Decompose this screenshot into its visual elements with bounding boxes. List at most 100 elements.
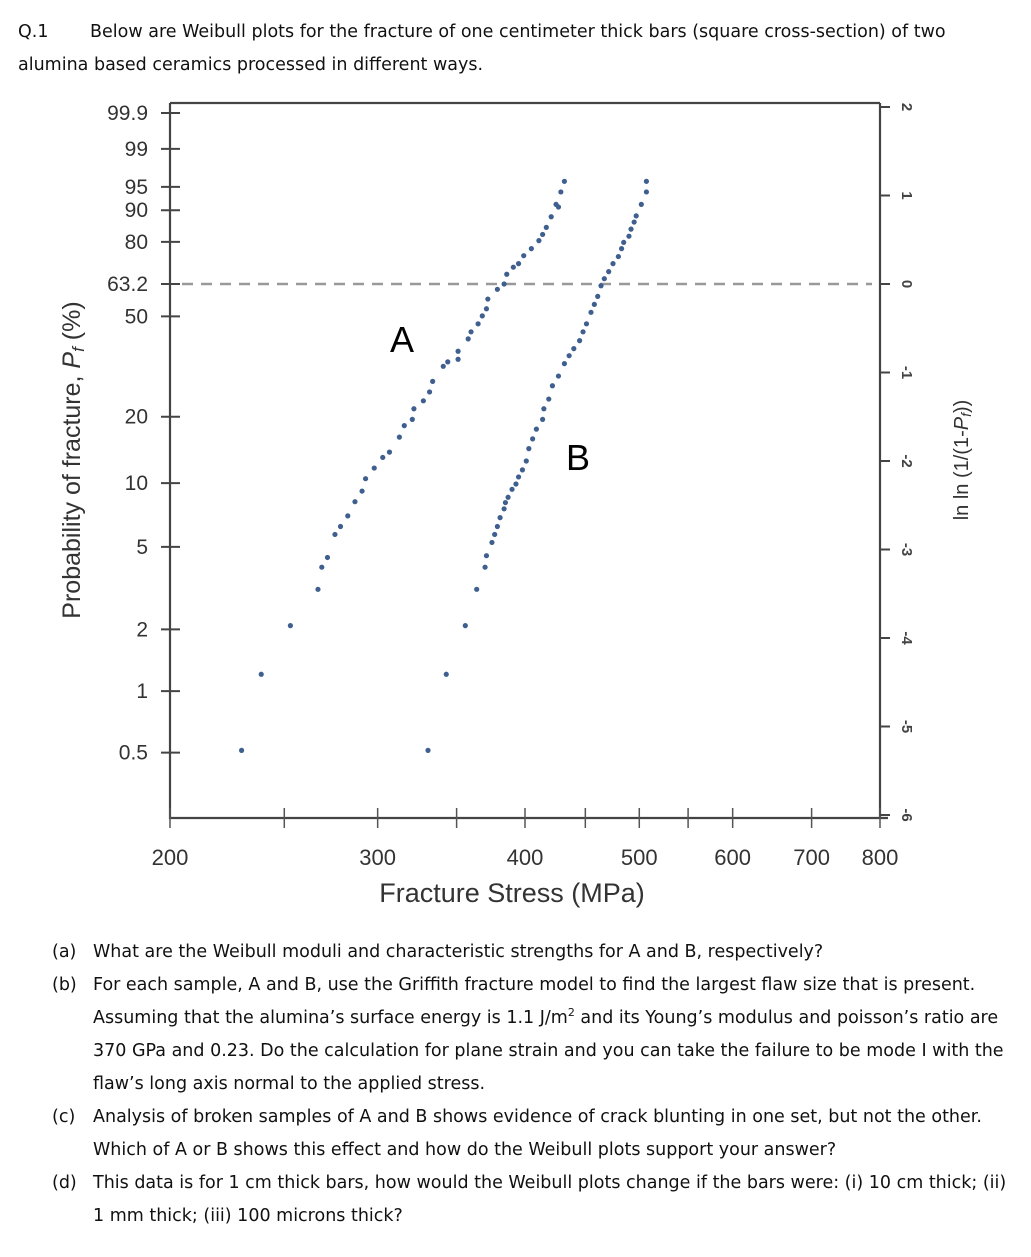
y-right-tick-label: -4 [898, 631, 915, 645]
data-point-a [396, 434, 402, 440]
data-point-a [479, 313, 485, 319]
y-right-tick-label: 0 [898, 280, 915, 288]
data-point-a [315, 586, 321, 592]
data-point-b [628, 226, 634, 232]
y-left-tick-label: 90 [125, 199, 148, 222]
data-point-b [610, 261, 616, 267]
y-right-tick-label: -3 [898, 543, 915, 556]
y-left-tick-label: 2 [136, 618, 148, 641]
data-point-b [513, 481, 519, 487]
y-left-tick-label: 63.2 [107, 273, 148, 296]
data-point-b [595, 293, 601, 299]
data-point-b [615, 253, 621, 260]
data-point-a [536, 238, 542, 244]
data-point-a [465, 336, 471, 342]
y-axis-left-label: Probability of fracture, Pf (%) [58, 301, 88, 618]
x-tick-label: 500 [621, 845, 658, 870]
data-point-b [618, 246, 625, 252]
data-point-b [462, 623, 468, 629]
y-left-tick-label: 95 [125, 176, 148, 199]
data-point-b [425, 747, 431, 753]
data-point-a [440, 363, 446, 369]
data-point-a [426, 389, 433, 395]
part-text: Analysis of broken samples of A and B sh… [93, 1107, 982, 1160]
x-tick-label: 600 [714, 845, 751, 870]
y-right-tick-label: -2 [898, 454, 915, 467]
data-point-a [548, 214, 554, 220]
data-point-a [238, 747, 245, 753]
x-tick-label: 200 [152, 845, 189, 870]
y-left-tick-label: 1 [136, 680, 148, 703]
data-point-b [588, 309, 594, 315]
part-label: (d) [52, 1173, 77, 1193]
data-point-a [504, 271, 510, 277]
data-point-b [526, 446, 532, 452]
data-point-a [386, 449, 393, 455]
data-point-a [420, 398, 426, 404]
data-point-a [540, 231, 546, 238]
data-point-a [345, 513, 351, 519]
data-point-b [555, 373, 562, 379]
y-right-tick-label: -5 [898, 720, 915, 733]
data-point-b [482, 564, 488, 570]
y-axis-right-label: ln ln (1/(1-Pf)) [951, 400, 974, 521]
data-point-a [501, 281, 507, 287]
part-text-2: and its Young’s modulus and poisson’s ra… [93, 1008, 1004, 1094]
data-point-b [474, 586, 480, 592]
data-point-b [606, 269, 612, 275]
weibull-chart: 200 300 400 500 600 700 80099.99995908063.2502… [58, 101, 974, 908]
data-point-a [510, 264, 516, 270]
y-right-tick-label: 2 [898, 103, 915, 111]
part-text: What are the Weibull moduli and characte… [93, 942, 824, 962]
data-point-b [566, 353, 572, 359]
data-point-b [621, 239, 627, 246]
x-tick-label: 700 [793, 845, 830, 870]
y-left-tick-label: 20 [125, 406, 148, 429]
data-point-b [489, 539, 495, 546]
data-point-b [633, 213, 639, 219]
x-tick-label: 400 [507, 845, 544, 870]
data-point-b [519, 467, 526, 473]
data-point-a [521, 253, 527, 259]
data-point-b [533, 426, 539, 432]
y-right-tick-label: 1 [898, 191, 915, 199]
data-point-a [411, 406, 417, 412]
data-point-b [492, 531, 498, 538]
data-point-b [577, 338, 583, 344]
part-text: This data is for 1 cm thick bars, how wo… [93, 1173, 1007, 1226]
part-text: For each sample, A and B, use the Griffi… [93, 969, 1012, 1101]
part-text-1: For each sample, A and B, use the Griffi… [93, 975, 976, 1028]
data-point-b [541, 406, 547, 412]
data-point-a [483, 306, 490, 312]
data-point-b [643, 189, 650, 195]
data-point-b [571, 346, 577, 352]
y-left-tick-label: 80 [125, 231, 148, 254]
data-point-a [337, 523, 344, 530]
x-tick-label: 300 [359, 845, 396, 870]
y-left-tick-label: 50 [125, 305, 148, 328]
part-c: (c) Analysis of broken samples of A and B… [52, 1101, 1012, 1167]
data-point-b [501, 506, 507, 512]
data-point-b [643, 178, 650, 184]
data-point-a [371, 465, 377, 471]
data-point-b [530, 436, 536, 442]
data-point-a [380, 454, 386, 461]
y-left-tick-label: 0.5 [119, 742, 148, 765]
data-point-a [445, 359, 451, 365]
data-point-b [497, 515, 503, 521]
data-point-b [483, 553, 490, 559]
data-point-b [591, 301, 597, 307]
series-a [238, 178, 568, 753]
x-tick-label: 800 [862, 845, 899, 870]
data-point-b [638, 201, 644, 207]
data-point-a [561, 178, 568, 184]
part-label: (c) [52, 1107, 76, 1127]
data-point-b [443, 671, 449, 677]
question-intro-text: Below are Weibull plots for the fracture… [18, 22, 946, 75]
chart-axes: 200 300 400 500 600 700 80099.99995908063.2502… [107, 101, 915, 870]
data-point-b [631, 219, 637, 225]
part-label: (a) [52, 942, 77, 962]
data-point-b [502, 499, 509, 506]
data-point-b [626, 233, 632, 239]
data-point-a [319, 564, 325, 570]
